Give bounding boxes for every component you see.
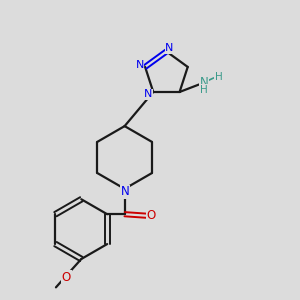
Text: H: H [200,85,208,95]
Text: N: N [121,185,129,198]
Text: N: N [165,44,174,53]
Text: N: N [144,89,152,99]
Text: H: H [214,72,222,82]
Text: N: N [200,76,209,88]
Text: O: O [62,271,71,284]
Text: O: O [147,209,156,222]
Text: N: N [136,59,144,70]
